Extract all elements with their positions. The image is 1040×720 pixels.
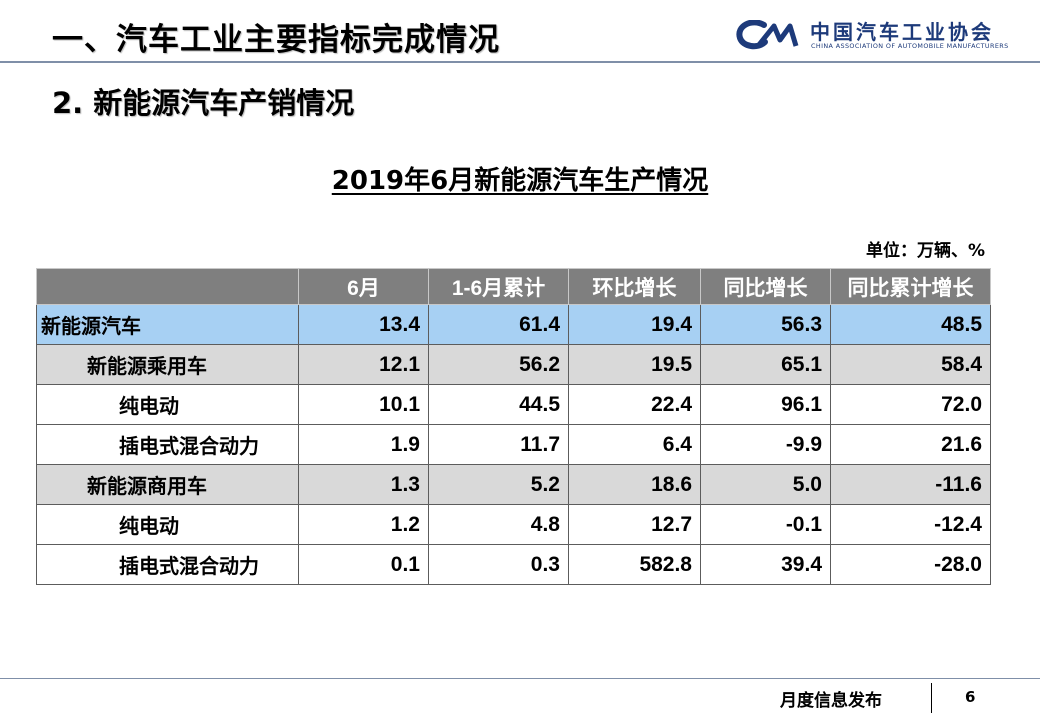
table-cell: 21.6 <box>830 424 991 465</box>
table-cell: 39.4 <box>700 544 831 585</box>
table-cell: 0.3 <box>428 544 569 585</box>
table-header-row: 6月 1-6月累计 环比增长 同比增长 同比累计增长 <box>36 268 991 305</box>
table-row: 插电式混合动力 1.9 11.7 6.4 -9.9 21.6 <box>36 424 991 465</box>
footer-label: 月度信息发布 <box>780 691 882 711</box>
table-cell: -9.9 <box>700 424 831 465</box>
production-table: 6月 1-6月累计 环比增长 同比增长 同比累计增长 新能源汽车 13.4 61.4… <box>36 268 991 585</box>
page-number: 6 <box>965 688 976 706</box>
table-cell: 1.2 <box>298 504 429 545</box>
page-title: 一、汽车工业主要指标完成情况 <box>52 22 500 58</box>
table-cell: 10.1 <box>298 384 429 425</box>
table-cell: 4.8 <box>428 504 569 545</box>
table-cell: 22.4 <box>568 384 701 425</box>
table-cell: 56.2 <box>428 344 569 385</box>
title-divider <box>0 61 1040 63</box>
table-title-text: 2019年6月新能源汽车生产情况 <box>331 166 709 196</box>
logo-english-name: CHINA ASSOCIATION OF AUTOMOBILE MANUFACT… <box>811 42 1009 50</box>
table-cell: 61.4 <box>428 304 569 345</box>
table-row: 纯电动 10.1 44.5 22.4 96.1 72.0 <box>36 384 991 425</box>
column-header: 同比累计增长 <box>830 268 991 305</box>
row-label: 插电式混合动力 <box>36 424 299 465</box>
caam-logo-icon <box>736 20 799 50</box>
table-cell: -0.1 <box>700 504 831 545</box>
table-row: 插电式混合动力 0.1 0.3 582.8 39.4 -28.0 <box>36 544 991 585</box>
table-cell: 11.7 <box>428 424 569 465</box>
caam-logo: 中国汽车工业协会 CHINA ASSOCIATION OF AUTOMOBILE… <box>734 18 1034 52</box>
column-header: 1-6月累计 <box>428 268 569 305</box>
table-cell: 582.8 <box>568 544 701 585</box>
table-row: 新能源乘用车 12.1 56.2 19.5 65.1 58.4 <box>36 344 991 385</box>
table-cell: 13.4 <box>298 304 429 345</box>
table-cell: 12.1 <box>298 344 429 385</box>
table-cell: 18.6 <box>568 464 701 505</box>
table-cell: 48.5 <box>830 304 991 345</box>
table-cell: 96.1 <box>700 384 831 425</box>
column-header <box>36 268 299 305</box>
table-cell: 12.7 <box>568 504 701 545</box>
table-cell: 58.4 <box>830 344 991 385</box>
row-label: 纯电动 <box>36 504 299 545</box>
footer-divider <box>0 678 1040 679</box>
table-cell: -28.0 <box>830 544 991 585</box>
table-cell: 0.1 <box>298 544 429 585</box>
table-cell: 5.2 <box>428 464 569 505</box>
column-header: 环比增长 <box>568 268 701 305</box>
table-cell: 65.1 <box>700 344 831 385</box>
table-cell: 56.3 <box>700 304 831 345</box>
section-title: 2. 新能源汽车产销情况 <box>52 86 355 120</box>
table-cell: 19.5 <box>568 344 701 385</box>
table-body: 新能源汽车 13.4 61.4 19.4 56.3 48.5 新能源乘用车 12.1 56.2 1… <box>36 304 991 585</box>
row-label: 新能源乘用车 <box>36 344 299 385</box>
table-row: 新能源商用车 1.3 5.2 18.6 5.0 -11.6 <box>36 464 991 505</box>
table-cell: 72.0 <box>830 384 991 425</box>
table-cell: 1.3 <box>298 464 429 505</box>
table-cell: -12.4 <box>830 504 991 545</box>
table-cell: 44.5 <box>428 384 569 425</box>
column-header: 6月 <box>298 268 429 305</box>
row-label: 新能源汽车 <box>36 304 299 345</box>
table-cell: 1.9 <box>298 424 429 465</box>
table-cell: 6.4 <box>568 424 701 465</box>
table-cell: 5.0 <box>700 464 831 505</box>
logo-chinese-name: 中国汽车工业协会 <box>810 20 994 44</box>
table-row: 新能源汽车 13.4 61.4 19.4 56.3 48.5 <box>36 304 991 345</box>
table-cell: -11.6 <box>830 464 991 505</box>
unit-label: 单位：万辆、% <box>865 241 985 261</box>
table-row: 纯电动 1.2 4.8 12.7 -0.1 -12.4 <box>36 504 991 545</box>
row-label: 新能源商用车 <box>36 464 299 505</box>
table-cell: 19.4 <box>568 304 701 345</box>
row-label: 纯电动 <box>36 384 299 425</box>
title-bar: 一、汽车工业主要指标完成情况 中国汽车工业协会 CHINA ASSOCIATIO… <box>0 0 1040 63</box>
table-title: 2019年6月新能源汽车生产情况 <box>0 160 1040 197</box>
footer-separator <box>931 683 932 713</box>
row-label: 插电式混合动力 <box>36 544 299 585</box>
column-header: 同比增长 <box>700 268 831 305</box>
